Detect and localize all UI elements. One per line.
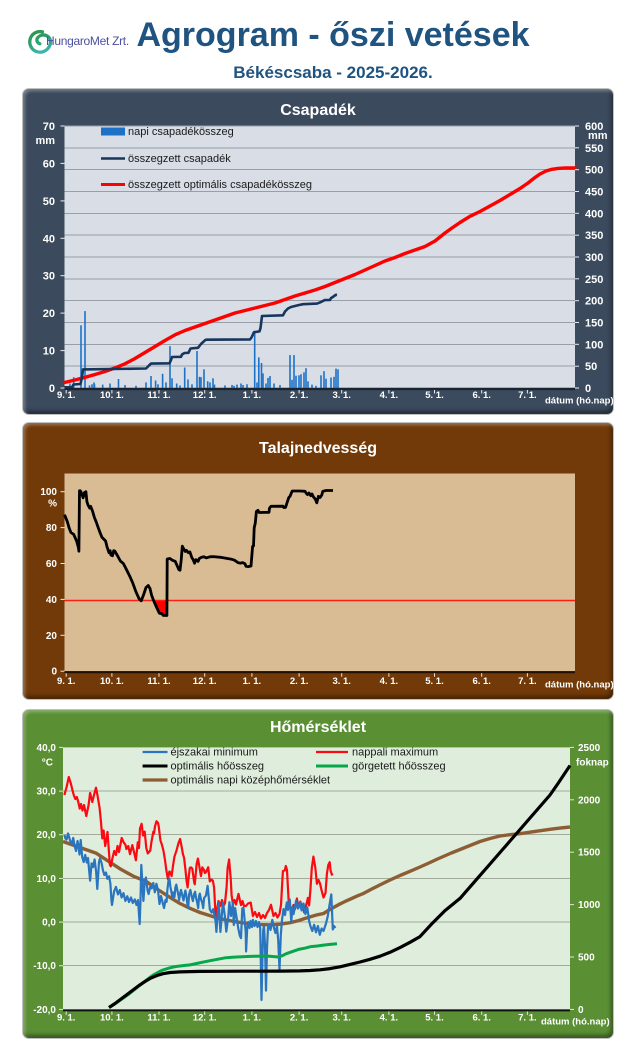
svg-text:foknap: foknap (576, 757, 609, 768)
svg-text:2500: 2500 (578, 743, 601, 754)
svg-text:500: 500 (585, 165, 603, 177)
svg-text:500: 500 (578, 953, 595, 964)
svg-text:200: 200 (585, 296, 603, 308)
svg-text:350: 350 (585, 230, 603, 242)
svg-text:550: 550 (585, 143, 603, 155)
svg-text:100: 100 (40, 487, 57, 498)
svg-text:150: 150 (585, 318, 603, 330)
svg-text:6. 1.: 6. 1. (472, 390, 491, 401)
svg-text:12. 1.: 12. 1. (193, 390, 217, 401)
svg-text:-10,0: -10,0 (33, 961, 56, 972)
svg-text:0: 0 (585, 383, 591, 395)
svg-text:50: 50 (585, 361, 597, 373)
svg-text:összegzett csapadék: összegzett csapadék (128, 153, 231, 165)
svg-text:40,0: 40,0 (37, 743, 57, 754)
svg-text:5. 1.: 5. 1. (425, 676, 444, 687)
svg-text:2. 1.: 2. 1. (290, 1012, 309, 1023)
svg-text:5. 1.: 5. 1. (425, 1012, 444, 1023)
svg-text:0,0: 0,0 (42, 918, 56, 929)
svg-text:20,0: 20,0 (37, 830, 57, 841)
svg-text:összegzett optimális csapadékö: összegzett optimális csapadékösszeg (128, 179, 312, 191)
svg-text:3. 1.: 3. 1. (332, 1012, 351, 1023)
svg-text:300: 300 (585, 252, 603, 264)
svg-text:12. 1.: 12. 1. (193, 676, 217, 687)
svg-text:5. 1.: 5. 1. (425, 390, 444, 401)
svg-text:2. 1.: 2. 1. (290, 676, 309, 687)
svg-text:éjszakai minimum: éjszakai minimum (171, 747, 258, 759)
svg-text:7. 1.: 7. 1. (518, 1012, 537, 1023)
svg-text:60: 60 (46, 559, 58, 570)
svg-text:60: 60 (43, 158, 55, 170)
svg-text:400: 400 (585, 208, 603, 220)
svg-text:1. 1.: 1. 1. (243, 390, 262, 401)
svg-text:görgetett hőösszeg: görgetett hőösszeg (352, 761, 446, 773)
svg-text:20: 20 (46, 631, 58, 642)
svg-text:0: 0 (578, 1005, 584, 1016)
svg-text:11. 1.: 11. 1. (147, 1012, 170, 1023)
svg-text:mm: mm (588, 130, 608, 142)
svg-text:10. 1.: 10. 1. (100, 390, 124, 401)
svg-text:%: % (48, 499, 57, 510)
svg-text:napi csapadékösszeg: napi csapadékösszeg (128, 126, 234, 138)
svg-text:4. 1.: 4. 1. (380, 1012, 399, 1023)
svg-text:9. 1.: 9. 1. (57, 676, 75, 687)
svg-text:1. 1.: 1. 1. (243, 1012, 262, 1023)
svg-text:30,0: 30,0 (37, 787, 57, 798)
svg-text:3. 1.: 3. 1. (332, 390, 351, 401)
svg-text:450: 450 (585, 187, 603, 199)
svg-text:30: 30 (43, 271, 55, 283)
svg-text:10: 10 (43, 346, 55, 358)
svg-text:0: 0 (49, 383, 55, 395)
svg-text:2. 1.: 2. 1. (290, 390, 309, 401)
svg-text:3. 1.: 3. 1. (332, 676, 351, 687)
svg-text:40: 40 (46, 595, 58, 606)
svg-text:12. 1.: 12. 1. (193, 1012, 217, 1023)
svg-text:7. 1.: 7. 1. (518, 390, 537, 401)
svg-text:0: 0 (51, 667, 57, 678)
svg-text:nappali maximum: nappali maximum (352, 747, 438, 759)
svg-text:250: 250 (585, 274, 603, 286)
svg-text:dátum (hó.nap): dátum (hó.nap) (545, 680, 613, 691)
svg-text:20: 20 (43, 308, 55, 320)
svg-text:100: 100 (585, 339, 603, 351)
svg-text:11. 1.: 11. 1. (147, 676, 170, 687)
svg-text:40: 40 (43, 233, 55, 245)
svg-text:9. 1.: 9. 1. (57, 1012, 75, 1023)
svg-text:1. 1.: 1. 1. (243, 676, 262, 687)
svg-text:2000: 2000 (578, 795, 601, 806)
svg-text:10. 1.: 10. 1. (100, 676, 124, 687)
svg-text:10,0: 10,0 (37, 874, 57, 885)
svg-text:10. 1.: 10. 1. (100, 1012, 124, 1023)
svg-text:50: 50 (43, 196, 55, 208)
svg-text:dátum (hó.nap): dátum (hó.nap) (545, 396, 613, 407)
svg-text:optimális hőösszeg: optimális hőösszeg (171, 761, 265, 773)
svg-text:6. 1.: 6. 1. (472, 676, 491, 687)
svg-text:80: 80 (46, 523, 58, 534)
svg-text:-20,0: -20,0 (33, 1005, 56, 1016)
svg-text:1500: 1500 (578, 848, 601, 859)
svg-text:°C: °C (42, 757, 53, 768)
svg-text:70: 70 (43, 121, 55, 133)
svg-text:mm: mm (35, 135, 55, 147)
svg-text:4. 1.: 4. 1. (380, 676, 399, 687)
svg-text:optimális napi középhőmérsékle: optimális napi középhőmérséklet (171, 775, 331, 787)
svg-text:600: 600 (585, 121, 603, 133)
svg-text:9. 1.: 9. 1. (57, 390, 75, 401)
svg-text:11. 1.: 11. 1. (147, 390, 170, 401)
svg-text:7. 1.: 7. 1. (518, 676, 537, 687)
svg-text:6. 1.: 6. 1. (472, 1012, 491, 1023)
svg-text:dátum (hó.nap): dátum (hó.nap) (541, 1016, 610, 1027)
svg-text:4. 1.: 4. 1. (380, 390, 399, 401)
svg-text:1000: 1000 (578, 900, 601, 911)
